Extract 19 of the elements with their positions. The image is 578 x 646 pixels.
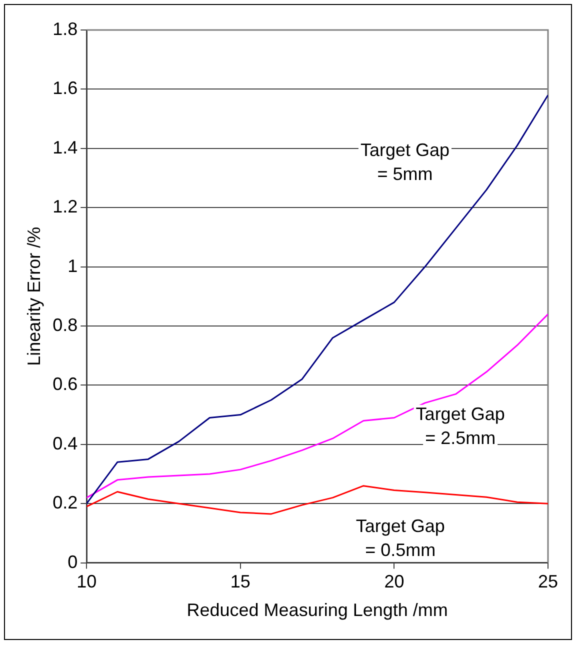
y-axis-title: Linearity Error /% — [24, 226, 44, 366]
y-tick-label: 1.6 — [52, 78, 78, 98]
annotation: Target Gap = 0.5mm — [356, 516, 445, 560]
annotation: Target Gap = 2.5mm — [416, 404, 505, 448]
annotation: Target Gap = 5mm — [360, 140, 450, 184]
y-tick-label: 1 — [68, 256, 78, 276]
x-tick-label: 20 — [384, 572, 404, 592]
y-tick-label: 1.4 — [52, 137, 78, 158]
y-tick-label: 0.2 — [52, 492, 78, 513]
y-tick-label: 1.2 — [52, 196, 78, 217]
x-tick-label: 15 — [230, 572, 250, 592]
x-tick-label: 10 — [76, 572, 97, 592]
x-axis-title: Reduced Measuring Length /mm — [186, 600, 448, 620]
x-tick-label: 25 — [538, 572, 558, 592]
y-tick-label: 0.4 — [52, 433, 78, 454]
y-tick-label: 0 — [68, 552, 78, 572]
y-tick-label: 0.6 — [52, 374, 78, 394]
y-tick-label: 0.8 — [52, 314, 78, 335]
y-tick-label: 1.8 — [52, 18, 78, 39]
